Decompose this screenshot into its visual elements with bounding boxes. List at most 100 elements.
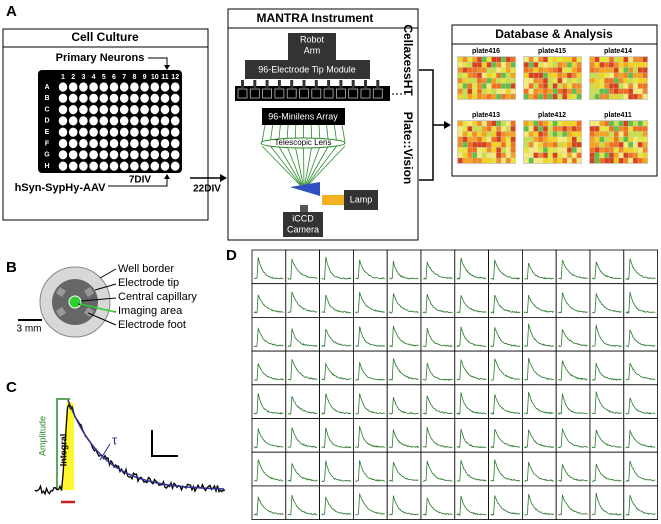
heatmap-cell (510, 136, 516, 142)
heatmap-cell (501, 57, 506, 62)
heatmap-cell (628, 67, 633, 73)
heatmap-cell (524, 62, 529, 68)
plate-label: plate411 (604, 112, 632, 119)
heatmap-cell (562, 72, 567, 78)
trace (34, 398, 226, 496)
heatmap-cell (638, 94, 643, 100)
heatmap-cell (590, 57, 595, 62)
heatmap-cell (506, 152, 511, 158)
heatmap-cell (528, 126, 534, 132)
heatmap-cell (482, 57, 487, 62)
heatmap-cell (594, 83, 600, 89)
heatmap-cell (562, 158, 567, 164)
heatmap-cell (623, 147, 629, 153)
row-label: E (45, 129, 50, 136)
heatmap-cell (524, 78, 529, 84)
heatmap-cell (557, 121, 563, 126)
cell-trace (625, 258, 656, 280)
heatmap-cell (486, 158, 492, 164)
heatmap-cell (528, 142, 534, 148)
heatmap-cell (482, 94, 487, 100)
heatmap-cell (533, 94, 539, 100)
heatmap-cell (623, 88, 629, 94)
heatmap-cell (458, 158, 463, 164)
heatmap-cell (510, 121, 516, 126)
heatmap-cell (623, 131, 629, 137)
heatmap-cell (609, 131, 614, 137)
heatmap-cell (628, 62, 633, 68)
heatmap-cell (486, 83, 492, 89)
heatmap-cell (543, 57, 548, 62)
heatmap-cell (496, 67, 501, 73)
heatmap-cell (562, 147, 567, 153)
arrowhead (444, 121, 451, 129)
heatmap-cell (594, 94, 600, 100)
heatmap-cell (477, 78, 482, 84)
heatmap-cell (604, 83, 609, 89)
heatmap-cell (472, 72, 477, 78)
heatmap-cell (491, 62, 497, 68)
pin-window (323, 88, 334, 99)
heatmap-cell (467, 94, 473, 100)
column-label: 9 (143, 74, 147, 81)
heatmap-cell (533, 158, 539, 164)
heatmap-cell (628, 88, 633, 94)
light-path (261, 145, 301, 186)
cell-trace (591, 324, 622, 348)
heatmap-cell (486, 136, 492, 142)
heatmap-cell (638, 158, 643, 164)
panel-label: A (6, 3, 17, 20)
heatmap-cell (548, 126, 553, 132)
heatmap-cell (642, 158, 648, 164)
well (79, 138, 88, 149)
heatmap-cell (533, 78, 539, 84)
heatmap-cell (594, 121, 600, 126)
heatmap-cell (594, 158, 600, 164)
heatmap-cell (609, 147, 614, 153)
pin-window (335, 88, 346, 99)
heatmap-cell (458, 131, 463, 137)
heatmap-cell (491, 88, 497, 94)
heatmap-cell (548, 67, 553, 73)
well (79, 116, 88, 126)
heatmap-cell (467, 78, 473, 84)
heatmap-cell (594, 88, 600, 94)
heatmap-cell (486, 94, 492, 100)
heatmap-cell (486, 62, 492, 68)
cell-trace (355, 393, 385, 415)
heatmap-cell (528, 158, 534, 164)
heatmap-cell (491, 147, 497, 153)
heatmap-cell (628, 131, 633, 137)
heatmap-cell (458, 126, 463, 132)
heatmap-cell (501, 83, 506, 89)
well (79, 127, 88, 137)
well (89, 161, 98, 171)
column-label: 12 (171, 74, 179, 81)
virus: hSyn-SypHy-AAV (15, 182, 107, 194)
heatmap-cell (486, 67, 492, 73)
heatmap-cell (638, 72, 643, 78)
heatmap-cell (533, 147, 539, 153)
cell-trace (558, 493, 588, 516)
well (79, 82, 88, 92)
heatmap-cell (496, 88, 501, 94)
heatmap-cell (594, 57, 600, 62)
heatmap-cell (576, 158, 582, 164)
heatmap-cell (614, 62, 619, 68)
cell-trace (253, 257, 284, 280)
heatmap-cell (496, 152, 501, 158)
heatmap-cell (548, 57, 553, 62)
heatmap-cell (472, 83, 477, 89)
heatmap-cell (567, 152, 572, 158)
heatmap-cell (482, 72, 487, 78)
pin-window (372, 88, 383, 99)
heatmap-cell (533, 126, 539, 132)
heatmap-cell (557, 83, 563, 89)
well (150, 116, 160, 126)
well (119, 116, 129, 126)
well (99, 138, 109, 149)
heatmap-cell (642, 121, 648, 126)
heatmap-cell (486, 142, 492, 148)
heatmap-cell (538, 78, 543, 84)
heatmap-cell (638, 142, 643, 148)
